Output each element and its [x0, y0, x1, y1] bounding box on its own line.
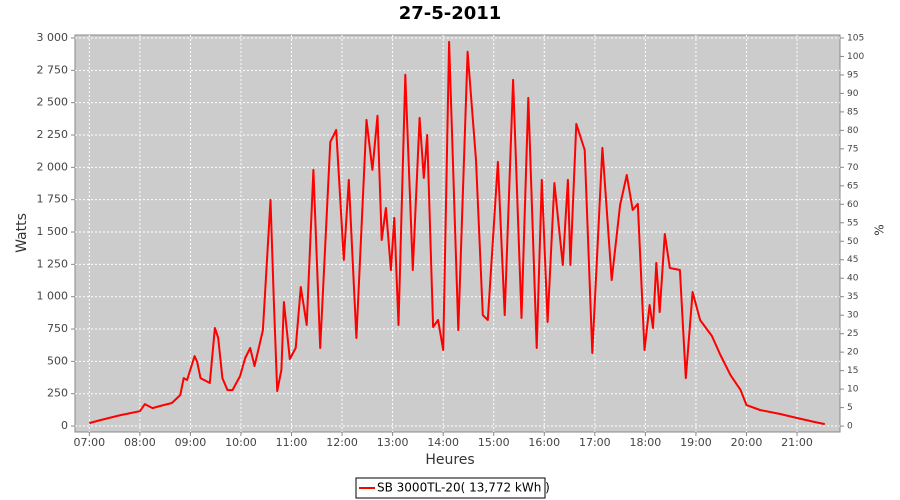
y2-tick-label: 15: [847, 366, 858, 376]
y2-tick-label: 20: [847, 348, 859, 358]
y2-tick-label: 60: [847, 200, 859, 210]
x-tick-label: 17:00: [579, 436, 611, 449]
x-tick-label: 12:00: [326, 436, 358, 449]
x-tick-label: 07:00: [73, 436, 105, 449]
y-tick-label: 2 250: [37, 128, 69, 141]
y2-tick-label: 105: [847, 33, 864, 43]
y-tick-label: 500: [47, 354, 68, 367]
y2-tick-label: 45: [847, 255, 858, 265]
y2-tick-label: 35: [847, 292, 858, 302]
y2-tick-label: 25: [847, 329, 858, 339]
x-tick-label: 19:00: [680, 436, 712, 449]
x-tick-label: 21:00: [781, 436, 813, 449]
series-line: [89, 40, 826, 426]
legend: [355, 477, 546, 499]
y2-tick-label: 55: [847, 218, 858, 228]
x-tick-label: 18:00: [630, 436, 662, 449]
x-tick-label: 08:00: [124, 436, 156, 449]
y2-tick-label: 70: [847, 163, 859, 173]
y2-tick-label: 75: [847, 144, 858, 154]
y-tick-label: 1 750: [37, 193, 69, 206]
y2-tick-label: 65: [847, 181, 858, 191]
legend-label: SB 3000TL-20( 13,772 kWh ): [377, 481, 550, 495]
y2-tick-label: 10: [847, 385, 859, 395]
x-axis-label: Heures: [425, 452, 474, 468]
y2-axis-label: %: [873, 224, 887, 235]
x-tick-label: 10:00: [225, 436, 257, 449]
y2-tick-label: 5: [847, 403, 853, 413]
y-tick-label: 3 000: [37, 31, 69, 44]
x-tick-label: 09:00: [175, 436, 207, 449]
y2-tick-label: 40: [847, 274, 859, 284]
x-tick-label: 20:00: [731, 436, 763, 449]
y-tick-label: 1 000: [37, 290, 69, 303]
y2-tick-label: 80: [847, 126, 859, 136]
y2-tick-label: 30: [847, 311, 859, 321]
y2-tick-label: 100: [847, 52, 864, 62]
y2-tick-label: 85: [847, 107, 858, 117]
x-tick-label: 13:00: [377, 436, 409, 449]
x-tick-label: 14:00: [427, 436, 459, 449]
y2-tick-label: 0: [847, 422, 853, 432]
x-tick-label: 16:00: [528, 436, 560, 449]
y2-tick-label: 95: [847, 70, 858, 80]
y-tick-label: 2 500: [37, 96, 69, 109]
y2-tick-label: 50: [847, 237, 859, 247]
chart-title: 27-5-2011: [399, 3, 502, 24]
y-tick-label: 1 500: [37, 225, 69, 238]
x-tick-label: 15:00: [478, 436, 510, 449]
plot-area: [74, 34, 841, 433]
y-axis-label: Watts: [14, 213, 30, 253]
y-tick-label: 0: [61, 419, 68, 432]
y-tick-label: 250: [47, 387, 68, 400]
y-tick-label: 2 750: [37, 63, 69, 76]
y-tick-label: 750: [47, 322, 68, 335]
y-tick-label: 1 250: [37, 257, 69, 270]
y2-tick-label: 90: [847, 89, 859, 99]
x-tick-label: 11:00: [276, 436, 308, 449]
y-tick-label: 2 000: [37, 160, 69, 173]
